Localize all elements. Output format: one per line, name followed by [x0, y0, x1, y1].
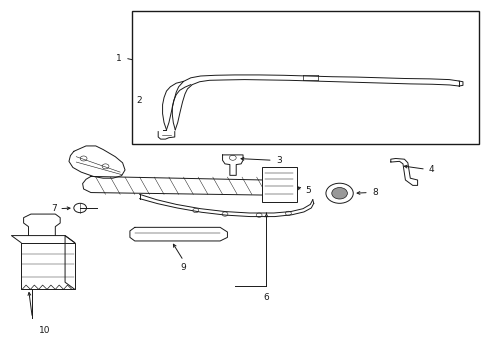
Text: 8: 8 [371, 188, 377, 197]
Text: 3: 3 [276, 156, 282, 165]
Text: 6: 6 [263, 293, 269, 302]
Text: 5: 5 [305, 186, 310, 195]
Bar [132, 12, 478, 144]
Text: 4: 4 [428, 165, 433, 174]
Text: 1: 1 [116, 54, 122, 63]
Circle shape [331, 188, 346, 199]
Text: 10: 10 [39, 326, 50, 335]
Bar [261, 167, 296, 202]
Text: 2: 2 [137, 96, 142, 105]
Text: 9: 9 [180, 263, 186, 272]
Text: 7: 7 [51, 204, 57, 213]
